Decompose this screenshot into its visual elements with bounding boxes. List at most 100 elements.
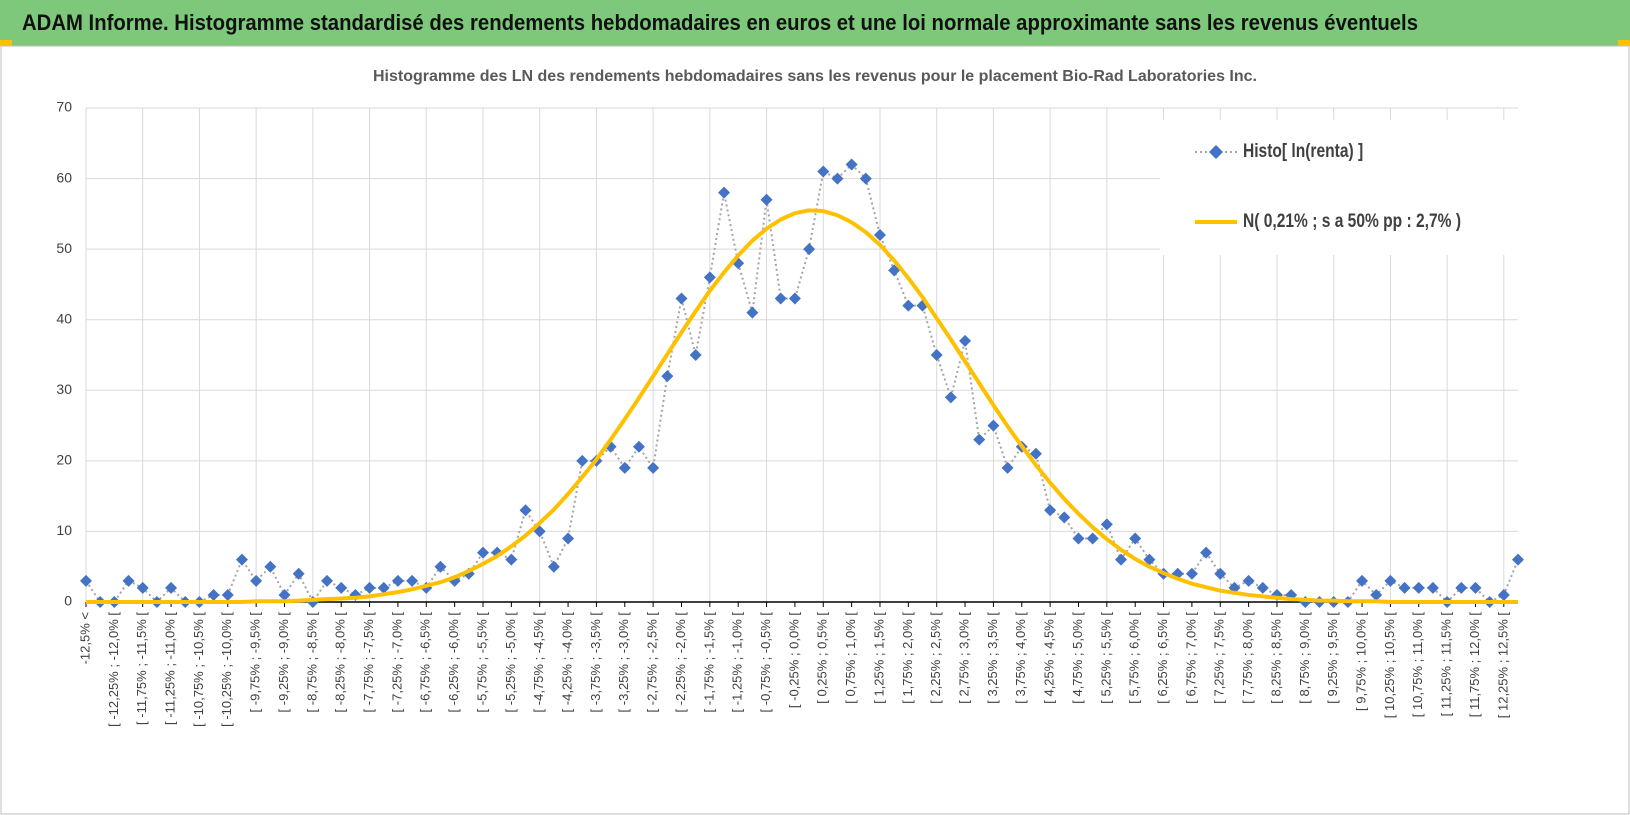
data-point xyxy=(1469,581,1482,594)
x-tick-label: -12,5% < xyxy=(77,612,92,664)
data-point xyxy=(788,292,801,305)
x-tick-label: [ 6,25% ; 6,5% [ xyxy=(1155,612,1170,704)
data-point xyxy=(547,560,560,573)
legend-box xyxy=(1160,120,1520,255)
data-point xyxy=(873,229,886,242)
data-point xyxy=(1086,532,1099,545)
x-tick-label: [ -2,75% ; -2,5% [ xyxy=(645,612,660,713)
data-point xyxy=(519,504,532,517)
x-tick-label: [ 1,25% ; 1,5% [ xyxy=(871,612,886,704)
data-point xyxy=(434,560,447,573)
data-point xyxy=(647,461,660,474)
data-point xyxy=(760,193,773,206)
legend-marker xyxy=(1209,145,1223,159)
data-point xyxy=(1426,581,1439,594)
x-tick-label: [ -1,75% ; -1,5% [ xyxy=(701,612,716,713)
chart-title: Histogramme des LN des rendements hebdom… xyxy=(373,68,1257,85)
data-point xyxy=(207,588,220,601)
banner-corner xyxy=(0,40,12,46)
data-point xyxy=(1129,532,1142,545)
data-point xyxy=(803,243,816,256)
banner-corner xyxy=(1618,40,1630,46)
data-point xyxy=(959,334,972,347)
data-point xyxy=(817,165,830,178)
data-point xyxy=(165,581,178,594)
data-point xyxy=(221,588,234,601)
x-tick-label: [ -4,75% ; -4,5% [ xyxy=(531,612,546,713)
y-tick-label: 60 xyxy=(56,169,72,185)
data-point xyxy=(335,581,348,594)
x-tick-label: [ -6,25% ; -6,0% [ xyxy=(446,612,461,713)
x-tick-label: [ -0,25% ; 0,0% [ xyxy=(786,612,801,708)
x-tick-label: [ -9,75% ; -9,5% [ xyxy=(248,612,263,713)
data-point xyxy=(831,172,844,185)
data-point xyxy=(576,454,589,467)
data-point xyxy=(377,581,390,594)
x-tick-label: [ -7,75% ; -7,5% [ xyxy=(361,612,376,713)
x-tick-label: [ 3,25% ; 3,5% [ xyxy=(985,612,1000,704)
data-point xyxy=(987,419,1000,432)
x-tick-label: [ 4,75% ; 5,0% [ xyxy=(1070,612,1085,704)
legend-label: Histo[ ln(renta) ] xyxy=(1243,140,1363,162)
data-point xyxy=(321,574,334,587)
y-tick-label: 20 xyxy=(56,452,72,468)
data-point xyxy=(1185,567,1198,580)
title-banner xyxy=(0,0,1630,46)
data-point xyxy=(1356,574,1369,587)
data-point xyxy=(944,391,957,404)
data-point xyxy=(1512,553,1524,566)
data-point xyxy=(476,546,489,559)
y-tick-label: 30 xyxy=(56,381,72,397)
data-point xyxy=(1001,461,1014,474)
x-tick-label: [ 11,75% ; 12,0% [ xyxy=(1467,612,1482,718)
x-tick-label: [ 2,75% ; 3,0% [ xyxy=(956,612,971,704)
x-tick-label: [ 4,25% ; 4,5% [ xyxy=(1042,612,1057,704)
data-point xyxy=(1029,447,1042,460)
data-point xyxy=(845,158,858,171)
x-tick-label: [ -8,25% ; -8,0% [ xyxy=(333,612,348,713)
x-tick-label: [ -2,25% ; -2,0% [ xyxy=(673,612,688,713)
x-tick-label: [ -11,25% ; -11,0% [ xyxy=(163,612,178,725)
y-tick-label: 10 xyxy=(56,522,72,538)
data-point xyxy=(1370,588,1383,601)
data-point xyxy=(1384,574,1397,587)
data-point xyxy=(859,172,872,185)
data-point xyxy=(718,186,731,199)
data-point xyxy=(406,574,419,587)
x-tick-label: [ 6,75% ; 7,0% [ xyxy=(1183,612,1198,704)
data-point xyxy=(1115,553,1128,566)
data-point xyxy=(505,553,518,566)
x-tick-label: [ -10,75% ; -10,5% [ xyxy=(191,612,206,727)
y-tick-label: 50 xyxy=(56,240,72,256)
x-tick-label: [ 1,75% ; 2,0% [ xyxy=(900,612,915,704)
page-title: ADAM Informe. Histogramme standardisé de… xyxy=(22,10,1418,35)
x-tick-label: [ -7,25% ; -7,0% [ xyxy=(389,612,404,713)
data-point xyxy=(391,574,404,587)
data-point xyxy=(1143,553,1156,566)
data-point xyxy=(533,525,546,538)
data-point xyxy=(1072,532,1085,545)
data-point xyxy=(1100,518,1113,531)
x-tick-label: [ 5,25% ; 5,5% [ xyxy=(1098,612,1113,704)
data-point xyxy=(562,532,575,545)
data-point xyxy=(1412,581,1425,594)
data-point xyxy=(264,560,277,573)
data-point xyxy=(363,581,376,594)
x-tick-label: [ 9,25% ; 9,5% [ xyxy=(1325,612,1340,704)
x-tick-label: [ -11,75% ; -11,5% [ xyxy=(134,612,149,725)
x-tick-label: [ -10,25% ; -10,0% [ xyxy=(219,612,234,727)
x-tick-label: [ -3,75% ; -3,5% [ xyxy=(588,612,603,713)
x-tick-label: [ -3,25% ; -3,0% [ xyxy=(616,612,631,713)
data-point xyxy=(1200,546,1213,559)
x-tick-label: [ 7,75% ; 8,0% [ xyxy=(1240,612,1255,704)
x-tick-label: [ 3,75% ; 4,0% [ xyxy=(1013,612,1028,704)
x-tick-label: [ 11,25% ; 11,5% [ xyxy=(1439,612,1454,717)
x-tick-label: [ -12,25% ; -12,0% [ xyxy=(106,612,121,727)
x-tick-label: [ 5,75% ; 6,0% [ xyxy=(1127,612,1142,704)
data-point xyxy=(278,588,291,601)
data-point xyxy=(746,306,759,319)
x-tick-label: [ 9,75% ; 10,0% [ xyxy=(1353,612,1368,711)
series-line xyxy=(86,208,1518,604)
data-point xyxy=(973,433,986,446)
